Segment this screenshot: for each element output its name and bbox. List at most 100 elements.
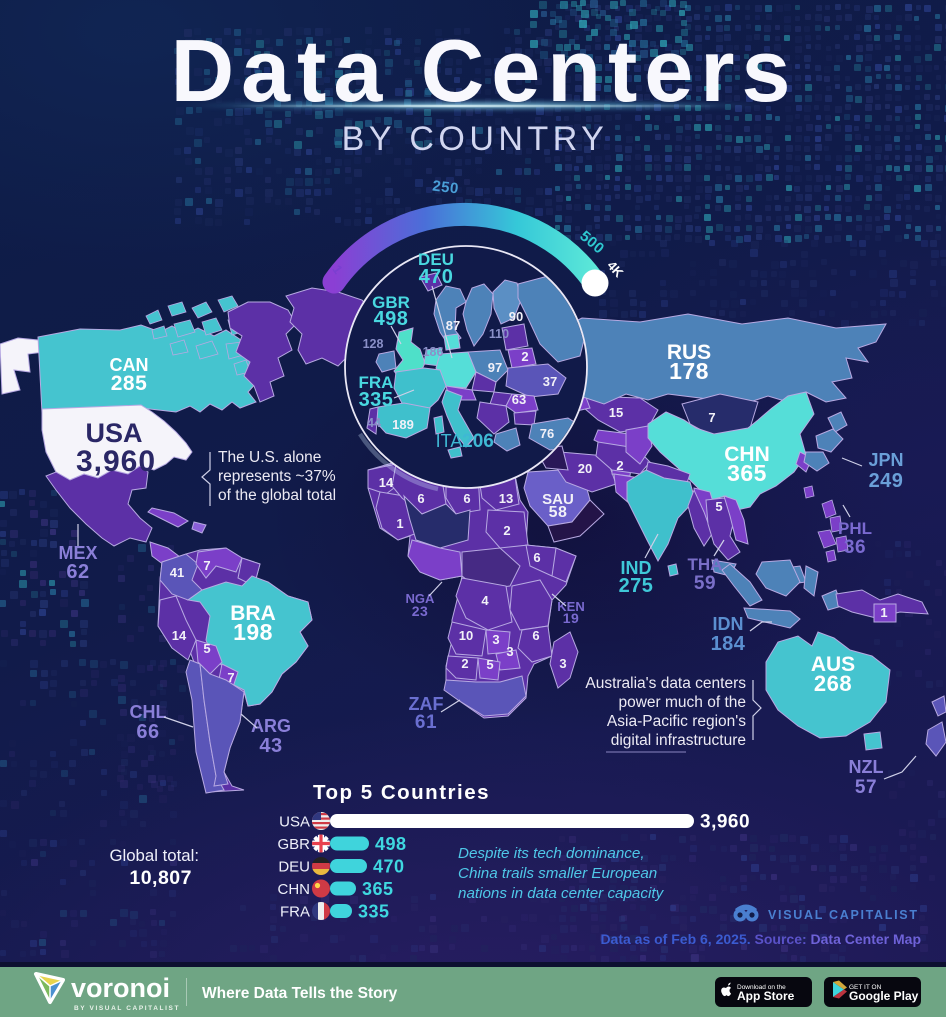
svg-text:90: 90 <box>509 309 523 324</box>
svg-text:USA: USA <box>85 418 142 448</box>
svg-text:6: 6 <box>463 491 470 506</box>
svg-text:5: 5 <box>715 499 722 514</box>
svg-text:6: 6 <box>533 550 540 565</box>
svg-text:335: 335 <box>358 902 390 922</box>
svg-text:AUS: AUS <box>811 653 855 676</box>
svg-text:FRA: FRA <box>280 904 310 921</box>
svg-text:CHN: CHN <box>278 881 311 898</box>
svg-text:2: 2 <box>503 523 510 538</box>
svg-text:470: 470 <box>419 266 454 288</box>
svg-text:23: 23 <box>412 603 429 619</box>
svg-text:3: 3 <box>559 656 566 671</box>
svg-text:BY VISUAL CAPITALIST: BY VISUAL CAPITALIST <box>74 1005 180 1012</box>
svg-text:DEU: DEU <box>278 859 310 876</box>
svg-text:41: 41 <box>170 565 184 580</box>
svg-text:USA: USA <box>279 814 310 831</box>
svg-text:3: 3 <box>492 632 499 647</box>
svg-text:1: 1 <box>880 605 887 620</box>
svg-text:1: 1 <box>396 516 403 531</box>
svg-text:2: 2 <box>521 349 528 364</box>
svg-text:5: 5 <box>203 641 210 656</box>
svg-text:BRA: BRA <box>230 602 276 625</box>
svg-text:ARG: ARG <box>251 716 291 736</box>
svg-text:37: 37 <box>543 374 557 389</box>
svg-text:498: 498 <box>375 834 407 854</box>
svg-text:19: 19 <box>563 610 580 626</box>
svg-text:13: 13 <box>499 491 513 506</box>
svg-text:IND: IND <box>621 558 652 578</box>
svg-text:10,807: 10,807 <box>129 867 192 889</box>
svg-text:15: 15 <box>609 405 623 420</box>
svg-text:voronoi: voronoi <box>71 973 170 1003</box>
svg-text:Where Data Tells the Story: Where Data Tells the Story <box>202 985 398 1002</box>
svg-text:Asia-Pacific region's: Asia-Pacific region's <box>607 713 746 730</box>
svg-text:power much of the: power much of the <box>618 694 746 711</box>
svg-text:87: 87 <box>446 318 460 333</box>
svg-text:NZL: NZL <box>849 757 884 777</box>
svg-text:Despite its tech dominance,: Despite its tech dominance, <box>458 845 645 862</box>
svg-text:FRA: FRA <box>359 373 394 392</box>
svg-text:128: 128 <box>363 337 384 351</box>
svg-text:Australia's data centers: Australia's data centers <box>585 675 746 692</box>
svg-text:2: 2 <box>616 458 623 473</box>
svg-text:Google Play: Google Play <box>849 989 919 1003</box>
svg-text:66: 66 <box>136 721 159 743</box>
svg-text:59: 59 <box>694 573 716 594</box>
svg-text:365: 365 <box>362 879 394 899</box>
svg-text:206: 206 <box>462 431 494 452</box>
svg-text:ZAF: ZAF <box>409 694 444 714</box>
svg-text:CHN: CHN <box>724 443 770 466</box>
svg-text:DEU: DEU <box>418 250 454 269</box>
svg-text:3,960: 3,960 <box>76 445 156 478</box>
svg-text:of the global total: of the global total <box>218 487 336 504</box>
svg-text:36: 36 <box>844 537 866 558</box>
svg-text:GBR: GBR <box>277 836 310 853</box>
svg-text:2: 2 <box>461 656 468 671</box>
svg-text:63: 63 <box>512 392 526 407</box>
svg-text:KEN: KEN <box>557 599 584 614</box>
svg-text:14: 14 <box>379 475 394 490</box>
svg-text:VISUAL CAPITALIST: VISUAL CAPITALIST <box>768 908 919 922</box>
svg-text:7: 7 <box>227 670 234 685</box>
svg-text:CHL: CHL <box>130 702 167 722</box>
svg-text:6: 6 <box>417 491 424 506</box>
svg-text:CAN: CAN <box>110 355 149 375</box>
svg-text:digital infrastructure: digital infrastructure <box>611 732 746 749</box>
svg-text:14: 14 <box>172 628 187 643</box>
svg-text:5: 5 <box>486 657 493 672</box>
svg-text:RUS: RUS <box>667 341 711 364</box>
svg-text:189: 189 <box>392 417 414 432</box>
svg-text:NGA: NGA <box>406 591 436 606</box>
svg-text:PHL: PHL <box>838 519 872 538</box>
svg-text:275: 275 <box>619 575 654 597</box>
svg-text:20: 20 <box>578 461 592 476</box>
svg-text:285: 285 <box>111 372 148 395</box>
svg-text:186: 186 <box>423 345 444 359</box>
svg-text:GBR: GBR <box>372 293 410 312</box>
svg-text:250: 250 <box>431 177 459 197</box>
svg-text:335: 335 <box>359 389 394 411</box>
svg-text:365: 365 <box>727 460 767 486</box>
svg-text:ITA: ITA <box>436 431 463 451</box>
svg-text:62: 62 <box>66 561 89 583</box>
svg-text:268: 268 <box>814 671 852 696</box>
svg-text:4: 4 <box>481 593 489 608</box>
svg-text:Data as of Feb 6, 2025. Source: Data as of Feb 6, 2025. Source: Data Cen… <box>600 931 921 947</box>
svg-text:10: 10 <box>459 628 473 643</box>
svg-text:470: 470 <box>373 857 405 877</box>
svg-text:nations in data center capacit: nations in data center capacity <box>458 885 665 902</box>
svg-text:China trails smaller European: China trails smaller European <box>458 865 657 882</box>
svg-text:MEX: MEX <box>58 543 97 563</box>
svg-text:3: 3 <box>506 644 513 659</box>
svg-text:58: 58 <box>549 504 568 521</box>
svg-text:198: 198 <box>233 619 273 645</box>
svg-text:App Store: App Store <box>737 989 795 1003</box>
svg-text:249: 249 <box>869 470 904 492</box>
svg-text:61: 61 <box>415 712 437 733</box>
svg-text:represents ~37%: represents ~37% <box>218 468 336 485</box>
svg-text:43: 43 <box>259 735 282 757</box>
svg-text:57: 57 <box>855 777 877 798</box>
svg-text:97: 97 <box>488 360 502 375</box>
svg-text:3,960: 3,960 <box>700 812 750 833</box>
svg-text:THA: THA <box>688 555 723 574</box>
